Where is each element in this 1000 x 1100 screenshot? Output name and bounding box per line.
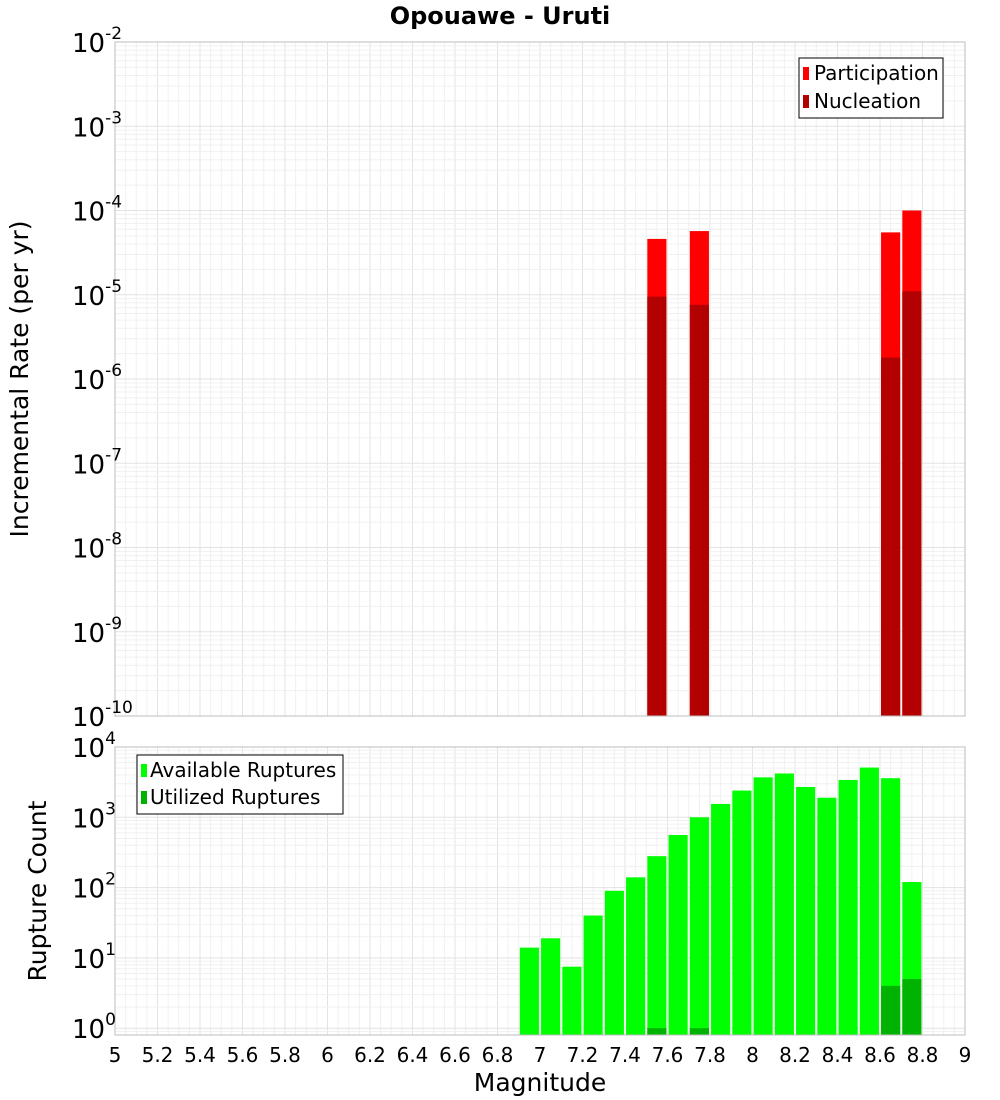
x-tick-label: 6.6 — [439, 1043, 471, 1067]
count-series-0-bar — [519, 947, 539, 1035]
x-tick-label: 8 — [746, 1043, 759, 1067]
rate-panel-legend-box — [798, 57, 944, 119]
x-tick-label: 7.8 — [694, 1043, 726, 1067]
rate-panel-y-tick-label: 10-5 — [72, 277, 122, 312]
x-tick-label: 5.6 — [227, 1043, 259, 1067]
count-series-0-bar — [562, 966, 582, 1035]
count-panel-x-ticks: 5 5.2 5.4 5.6 5.8 6 6.2 6.4 6.6 6.8 7 7.2 7.4 7.6 7.8 8… — [109, 1043, 972, 1067]
count-series-0-bar — [753, 777, 773, 1035]
chart-title: Opouawe - Uruti — [390, 2, 611, 30]
x-tick-label: 5.8 — [269, 1043, 301, 1067]
legend-swatch-utilized — [141, 791, 147, 804]
count-panel-y-label: Rupture Count — [23, 800, 52, 981]
count-series-0-bar — [604, 890, 624, 1035]
rate-panel-y-tick-label: 10-2 — [72, 24, 122, 59]
x-tick-label: 6.4 — [397, 1043, 429, 1067]
x-tick-label: 8.6 — [864, 1043, 896, 1067]
count-series-0-bar — [838, 779, 858, 1035]
rate-panel-y-tick-label: 10-6 — [72, 361, 122, 396]
count-series-0-bar — [732, 790, 752, 1035]
rate-panel-y-tick-label: 10-3 — [72, 108, 122, 143]
x-tick-label: 8.2 — [779, 1043, 811, 1067]
legend-label-nucleation: Nucleation — [814, 89, 921, 113]
rate-panel-y-tick-label: 10-8 — [72, 530, 122, 565]
count-panel-frame — [114, 746, 966, 1036]
rate-panel-legend: Participation Nucleation — [798, 57, 944, 119]
count-series-0-bar — [817, 797, 837, 1035]
count-panel-x-label: Magnitude — [474, 1068, 606, 1097]
count-series-0-bar — [689, 817, 709, 1035]
legend-swatch-participation — [803, 67, 809, 80]
rate-panel-y-label: Incremental Rate (per yr) — [5, 221, 34, 538]
count-series-0-bar — [711, 803, 731, 1035]
count-panel-bars — [519, 767, 922, 1035]
rate-panel-frame — [114, 41, 966, 717]
count-series-0-bar — [647, 856, 667, 1035]
rate-panel-y-tick-label: 10-10 — [72, 698, 133, 733]
count-panel-y-ticks: 104 103 102 101 100 — [72, 729, 116, 1045]
rate-panel: 10-2 10-3 10-4 10-5 10-6 10-7 10-8 10-9 10-10 In… — [5, 24, 966, 733]
count-series-0-bar — [881, 778, 901, 1035]
rate-panel-y-ticks: 10-2 10-3 10-4 10-5 10-6 10-7 10-8 10-9 10-10 — [72, 24, 133, 733]
count-panel-y-tick-label: 103 — [72, 799, 116, 834]
count-series-1-bar — [689, 1028, 709, 1035]
x-tick-label: 5.2 — [142, 1043, 174, 1067]
x-tick-label: 8.8 — [907, 1043, 939, 1067]
x-tick-label: 7.6 — [652, 1043, 684, 1067]
x-tick-label: 7.2 — [567, 1043, 599, 1067]
rate-panel-y-tick-label: 10-7 — [72, 445, 122, 480]
count-panel: 104 103 102 101 100 5 5.2 5.4 5.6 5.8 6 6.2 6.4 6.6 6… — [23, 729, 971, 1097]
count-series-1-bar — [902, 979, 922, 1035]
legend-label-available: Available Ruptures — [150, 758, 336, 782]
x-tick-label: 6.8 — [482, 1043, 514, 1067]
rate-series-1-bar — [647, 296, 667, 716]
legend-label-participation: Participation — [814, 61, 939, 85]
count-series-1-bar — [647, 1028, 667, 1035]
x-tick-label: 6 — [321, 1043, 334, 1067]
x-tick-label: 5.4 — [184, 1043, 216, 1067]
count-series-0-bar — [583, 915, 603, 1035]
count-panel-y-tick-label: 101 — [72, 940, 116, 975]
count-panel-legend-box — [136, 754, 344, 815]
x-tick-label: 6.2 — [354, 1043, 386, 1067]
count-series-0-bar — [541, 938, 561, 1035]
rate-series-1-bar — [902, 291, 922, 716]
x-tick-label: 5 — [109, 1043, 122, 1067]
legend-swatch-available — [141, 764, 147, 777]
count-series-0-bar — [796, 786, 816, 1035]
rate-panel-grid — [114, 41, 966, 717]
count-series-1-bar — [881, 985, 901, 1035]
count-series-0-bar — [626, 877, 646, 1035]
rate-panel-y-tick-label: 10-4 — [72, 193, 122, 228]
x-tick-label: 7 — [534, 1043, 547, 1067]
rate-panel-bars — [647, 210, 922, 716]
count-series-0-bar — [774, 773, 794, 1035]
count-panel-y-tick-label: 102 — [72, 870, 116, 905]
rate-panel-y-tick-label: 10-9 — [72, 614, 122, 649]
x-tick-label: 7.4 — [609, 1043, 641, 1067]
count-panel-y-tick-label: 104 — [72, 729, 116, 764]
rate-series-1-bar — [881, 357, 901, 716]
count-panel-legend: Available Ruptures Utilized Ruptures — [136, 754, 344, 815]
count-series-0-bar — [859, 767, 879, 1035]
count-panel-y-tick-label: 100 — [72, 1010, 116, 1045]
legend-swatch-nucleation — [803, 95, 809, 108]
x-tick-label: 9 — [959, 1043, 972, 1067]
count-series-0-bar — [668, 834, 688, 1035]
x-tick-label: 8.4 — [822, 1043, 854, 1067]
rate-series-1-bar — [689, 304, 709, 716]
legend-label-utilized: Utilized Ruptures — [150, 785, 320, 809]
